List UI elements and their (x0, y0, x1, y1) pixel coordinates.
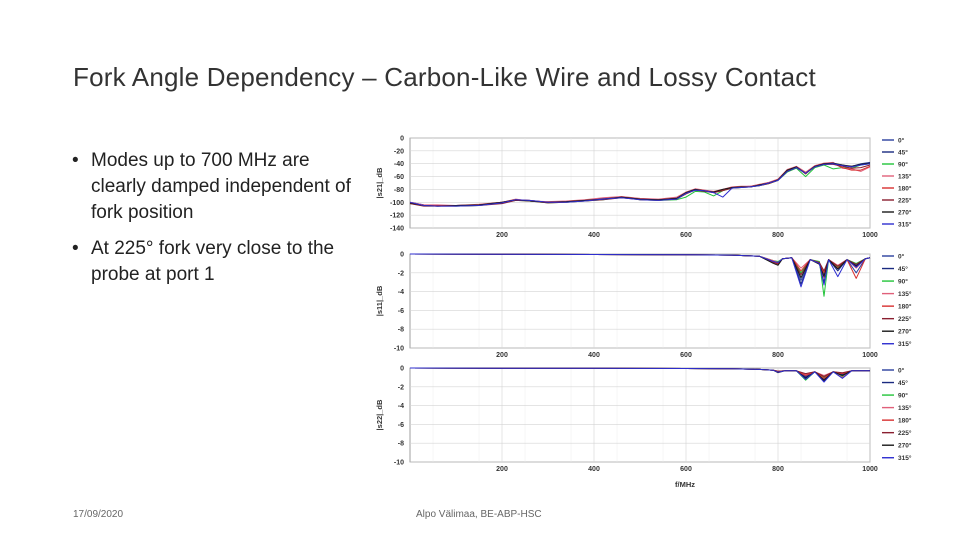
legend-entry: 90° (898, 161, 908, 169)
x-tick-label: 600 (680, 352, 692, 359)
x-tick-label: 200 (496, 352, 508, 359)
plot-area (409, 367, 871, 463)
y-tick-label: 0 (400, 136, 404, 143)
legend-entry: 135° (898, 173, 912, 181)
y-tick-label: -10 (394, 346, 404, 353)
bullet-glyph: • (72, 150, 79, 171)
legend-entry: 180° (898, 185, 912, 193)
y-tick-label: -2 (398, 270, 404, 277)
y-axis-label: |s21|_dB (375, 167, 384, 198)
slide-title: Fork Angle Dependency – Carbon-Like Wire… (73, 62, 816, 92)
y-tick-label: -8 (398, 327, 404, 334)
x-tick-label: 200 (496, 232, 508, 239)
bullet-list: • Modes up to 700 MHz are clearly damped … (72, 148, 362, 298)
y-axis-label: |s22|_dB (375, 399, 384, 430)
x-tick-label: 1000 (862, 466, 878, 473)
bullet-text: At 225° fork very close to the probe at … (91, 238, 335, 285)
plot-panel-3: 0 -2 -4 -6 -8 -10 200 400 600 800 1000 |s22|_dB f/MH… (375, 366, 912, 490)
legend-entry: 270° (898, 328, 912, 336)
x-tick-label: 400 (588, 352, 600, 359)
series-line-4 (409, 161, 871, 206)
legend-entry: 180° (898, 417, 912, 425)
legend-entry: 0° (898, 367, 905, 375)
x-tick-label: 800 (772, 352, 784, 359)
legend-entry: 270° (898, 209, 912, 217)
legend-entry: 315° (898, 454, 912, 462)
legend-entry: 315° (898, 221, 912, 229)
y-tick-label: -100 (390, 200, 404, 207)
legend-entry: 45° (898, 379, 908, 387)
plot-panel-1: 0 -20 -40 -60 -80 -100 -120 -140 200 400 600 800 100… (375, 136, 912, 240)
y-tick-label: -40 (394, 161, 404, 168)
legend-entry: 90° (898, 392, 908, 400)
x-tick-label: 1000 (862, 352, 878, 359)
y-tick-label: -4 (398, 403, 404, 410)
bullet-item: • Modes up to 700 MHz are clearly damped … (72, 148, 362, 226)
y-tick-label: 0 (400, 366, 404, 373)
y-tick-label: -6 (398, 422, 404, 429)
legend-entry: 45° (898, 149, 908, 157)
plot-panel-2: 0 -2 -4 -6 -8 -10 200 400 600 800 1000 |s11|_dB 0° 45… (375, 252, 912, 360)
legend-entry: 225° (898, 197, 912, 205)
y-tick-label: -140 (390, 226, 404, 233)
legend-entry: 135° (898, 290, 912, 298)
plot-area (409, 137, 871, 229)
series-line-8 (409, 253, 871, 288)
x-tick-label: 600 (680, 232, 692, 239)
y-tick-label: 0 (400, 252, 404, 259)
legend-entry: 90° (898, 278, 908, 286)
legend-entry: 270° (898, 442, 912, 450)
series-line-8 (409, 163, 871, 207)
y-tick-label: -4 (398, 289, 404, 296)
legend-entry: 180° (898, 303, 912, 311)
bullet-glyph: • (72, 238, 79, 259)
bullet-item: • At 225° fork very close to the probe at… (72, 236, 362, 288)
x-tick-label: 800 (772, 466, 784, 473)
y-tick-label: -120 (390, 213, 404, 220)
y-tick-label: -60 (394, 174, 404, 181)
legend-entry: 0° (898, 253, 905, 261)
y-tick-label: -2 (398, 384, 404, 391)
legend-entry: 225° (898, 429, 912, 437)
footer-date: 17/09/2020 (73, 509, 124, 520)
y-tick-label: -8 (398, 441, 404, 448)
x-axis-label: f/MHz (675, 480, 695, 489)
y-tick-label: -10 (394, 460, 404, 467)
x-tick-label: 400 (588, 466, 600, 473)
legend-entry: 45° (898, 265, 908, 273)
x-tick-label: 200 (496, 466, 508, 473)
y-tick-label: -6 (398, 308, 404, 315)
series-line-8 (409, 367, 870, 383)
y-axis-label: |s11|_dB (375, 285, 384, 316)
legend-entry: 225° (898, 315, 912, 323)
y-tick-label: -80 (394, 187, 404, 194)
x-tick-label: 1000 (862, 232, 878, 239)
bullet-text: Modes up to 700 MHz are clearly damped i… (91, 150, 351, 223)
legend-entry: 135° (898, 404, 912, 412)
legend-entry: 315° (898, 340, 912, 348)
x-tick-label: 400 (588, 232, 600, 239)
y-tick-label: -20 (394, 148, 404, 155)
x-tick-label: 600 (680, 466, 692, 473)
footer-author: Alpo Välimaa, BE-ABP-HSC (416, 509, 542, 520)
x-tick-label: 800 (772, 232, 784, 239)
legend-entry: 0° (898, 137, 905, 145)
